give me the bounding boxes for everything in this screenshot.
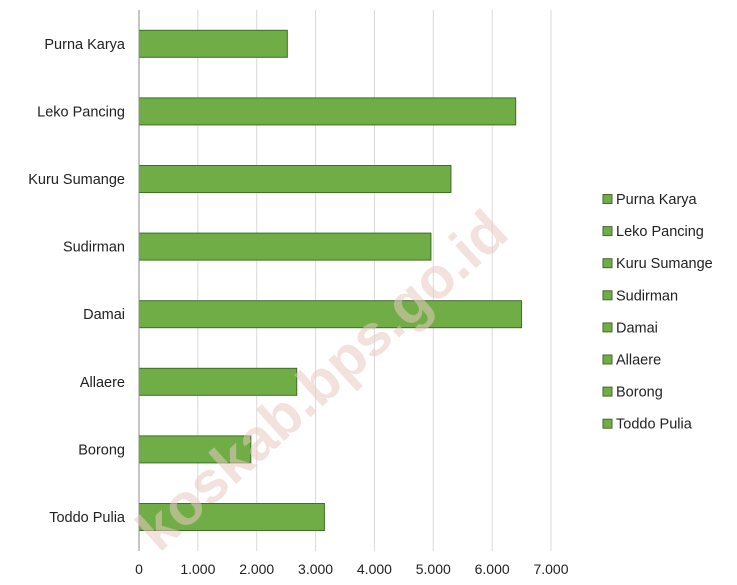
legend-swatch bbox=[602, 354, 613, 365]
x-tick-label: 2.000 bbox=[239, 561, 274, 577]
x-tick-label: 5.000 bbox=[416, 561, 451, 577]
category-label: Purna Karya bbox=[44, 37, 126, 53]
bar-sudirman bbox=[138, 232, 432, 261]
x-tick-label: 0 bbox=[135, 561, 143, 577]
category-labels: Purna Karya Leko Pancing Kuru Sumange Sudir… bbox=[28, 37, 126, 526]
legend-entry: Toddo Pulia bbox=[616, 417, 693, 433]
category-label: Kuru Sumange bbox=[28, 172, 125, 188]
category-label: Leko Pancing bbox=[37, 104, 125, 120]
bar-allaere bbox=[138, 367, 298, 396]
category-label: Sudirman bbox=[63, 240, 125, 256]
legend-swatch bbox=[602, 290, 613, 301]
legend-entry: Kuru Sumange bbox=[616, 256, 713, 272]
x-tick-label: 4.000 bbox=[357, 561, 392, 577]
legend-entry: Purna Karya bbox=[616, 192, 698, 208]
category-label: Damai bbox=[83, 307, 125, 323]
bar-leko-pancing bbox=[138, 97, 517, 126]
legend-entry: Allaere bbox=[616, 353, 661, 369]
x-tick-label: 7.000 bbox=[533, 561, 568, 577]
x-tick-labels: 0 1.000 2.000 3.000 4.000 5.000 6.000 7.000 bbox=[135, 561, 569, 577]
bar-toddo-pulia bbox=[138, 503, 325, 531]
bar-purna-karya bbox=[138, 29, 288, 58]
legend-entry: Leko Pancing bbox=[616, 224, 704, 240]
legend-entry: Sudirman bbox=[616, 288, 678, 304]
legend-swatch bbox=[602, 226, 613, 237]
category-label: Allaere bbox=[80, 375, 125, 391]
legend-swatch bbox=[602, 418, 613, 429]
legend-entry: Damai bbox=[616, 320, 658, 336]
x-tick-label: 1.000 bbox=[180, 561, 215, 577]
x-tick-label: 3.000 bbox=[298, 561, 333, 577]
x-tick-label: 6.000 bbox=[475, 561, 510, 577]
legend-swatch bbox=[602, 322, 613, 333]
legend-swatch bbox=[602, 386, 613, 397]
category-label: Borong bbox=[78, 442, 125, 458]
bar-borong bbox=[138, 435, 252, 464]
category-label: Toddo Pulia bbox=[49, 510, 126, 526]
bar-kuru-sumange bbox=[138, 165, 452, 193]
bar-damai bbox=[138, 300, 523, 329]
legend-entry: Borong bbox=[616, 385, 663, 401]
bars bbox=[138, 29, 523, 531]
legend: Purna Karya Leko Pancing Kuru Sumange Sudir… bbox=[602, 192, 713, 433]
legend-swatch bbox=[602, 258, 613, 269]
legend-swatch bbox=[602, 194, 613, 204]
